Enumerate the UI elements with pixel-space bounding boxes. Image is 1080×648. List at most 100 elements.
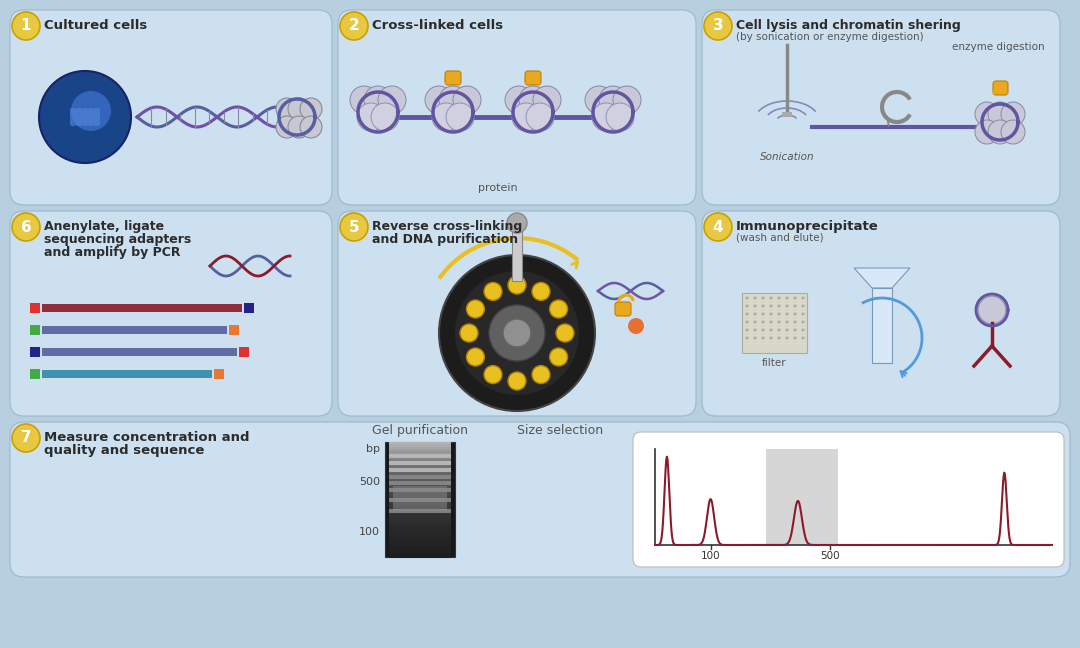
Circle shape (39, 71, 131, 163)
Circle shape (761, 336, 765, 340)
Circle shape (794, 329, 797, 332)
Circle shape (276, 116, 298, 138)
Bar (384, 442, 455, 557)
Bar (30, 303, 40, 313)
Text: and amplify by PCR: and amplify by PCR (44, 246, 180, 259)
Circle shape (745, 312, 748, 316)
Circle shape (526, 103, 554, 131)
Circle shape (507, 213, 527, 233)
Circle shape (761, 312, 765, 316)
Circle shape (761, 297, 765, 299)
Bar (42, 348, 237, 356)
FancyBboxPatch shape (615, 302, 631, 316)
Bar (389, 481, 451, 484)
Text: Cultured cells: Cultured cells (44, 19, 147, 32)
Circle shape (503, 319, 531, 347)
Bar (214, 369, 224, 379)
Bar (389, 456, 451, 459)
Circle shape (988, 102, 1012, 126)
Bar (389, 527, 451, 530)
Bar (389, 534, 451, 537)
Circle shape (453, 86, 481, 114)
Circle shape (12, 424, 40, 452)
FancyBboxPatch shape (702, 211, 1059, 416)
Bar (389, 546, 451, 548)
Circle shape (519, 86, 546, 114)
Circle shape (988, 120, 1012, 144)
Circle shape (432, 103, 460, 131)
Circle shape (276, 98, 298, 120)
Circle shape (532, 365, 550, 384)
FancyBboxPatch shape (10, 211, 332, 416)
Circle shape (794, 297, 797, 299)
FancyBboxPatch shape (525, 71, 541, 85)
Bar (389, 461, 451, 465)
Bar (389, 502, 451, 505)
Circle shape (532, 283, 550, 301)
Bar (389, 479, 451, 481)
Text: Anenylate, ligate: Anenylate, ligate (44, 220, 164, 233)
Text: and DNA purification: and DNA purification (372, 233, 518, 246)
Circle shape (769, 312, 772, 316)
Bar (389, 474, 451, 477)
Bar (239, 347, 249, 357)
FancyBboxPatch shape (445, 71, 461, 85)
Circle shape (778, 321, 781, 323)
Bar (389, 486, 451, 489)
Bar (389, 513, 451, 516)
Circle shape (754, 329, 756, 332)
Circle shape (769, 297, 772, 299)
Circle shape (769, 329, 772, 332)
Bar (389, 529, 451, 532)
Text: Sonication: Sonication (759, 152, 814, 162)
Circle shape (357, 103, 384, 131)
Bar (389, 481, 451, 485)
Text: Measure concentration and: Measure concentration and (44, 431, 249, 444)
Circle shape (801, 312, 805, 316)
Text: 6: 6 (21, 220, 31, 235)
Bar (742, 293, 807, 353)
Bar (389, 468, 451, 472)
Circle shape (467, 348, 485, 366)
Bar (229, 325, 239, 335)
Text: Cross-linked cells: Cross-linked cells (372, 19, 503, 32)
Bar (389, 532, 451, 535)
Bar (393, 486, 447, 511)
Circle shape (761, 329, 765, 332)
Bar (30, 325, 40, 335)
FancyBboxPatch shape (993, 81, 1008, 95)
Circle shape (438, 255, 595, 411)
Text: 1: 1 (21, 19, 31, 34)
Text: Cell lysis and chromatin shering: Cell lysis and chromatin shering (735, 19, 961, 32)
Circle shape (627, 318, 644, 334)
Circle shape (508, 372, 526, 390)
Circle shape (467, 300, 485, 318)
Polygon shape (854, 268, 910, 288)
Text: 100: 100 (359, 527, 380, 537)
Text: 4: 4 (713, 220, 724, 235)
Circle shape (1001, 102, 1025, 126)
FancyBboxPatch shape (94, 108, 100, 126)
Bar (389, 518, 451, 521)
FancyBboxPatch shape (10, 422, 1070, 577)
Bar (389, 483, 451, 486)
Bar (389, 463, 451, 465)
Bar (42, 304, 242, 312)
Circle shape (606, 103, 634, 131)
Text: 2: 2 (349, 19, 360, 34)
Circle shape (534, 86, 561, 114)
Circle shape (745, 336, 748, 340)
Circle shape (12, 213, 40, 241)
Bar (389, 442, 451, 445)
Circle shape (300, 116, 322, 138)
Bar (389, 488, 451, 491)
FancyBboxPatch shape (702, 10, 1059, 205)
Bar (389, 548, 451, 551)
Bar (766, 449, 838, 545)
Bar (389, 509, 451, 511)
Circle shape (484, 283, 502, 301)
Circle shape (785, 305, 788, 308)
Circle shape (975, 120, 999, 144)
Bar (244, 303, 254, 313)
Bar (30, 347, 40, 357)
